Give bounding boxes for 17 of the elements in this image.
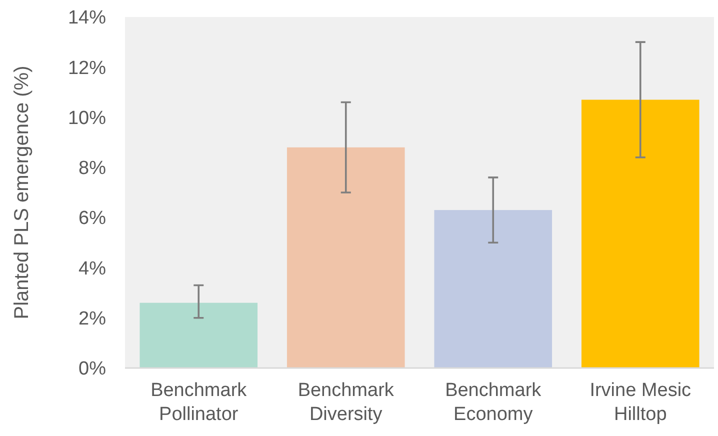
y-tick-label: 14% bbox=[68, 8, 106, 29]
y-tick-label: 2% bbox=[78, 308, 106, 330]
bar bbox=[140, 302, 258, 368]
y-axis-title: Planted PLS emergence (%) bbox=[11, 66, 33, 320]
x-tick-label: Benchmark Diversity bbox=[298, 380, 394, 425]
y-tick-label: 0% bbox=[78, 358, 106, 380]
bar bbox=[581, 100, 700, 368]
x-tick-label: Benchmark Pollinator bbox=[150, 380, 248, 425]
y-tick-label: 10% bbox=[68, 108, 106, 129]
x-tick-label: Benchmark Economy bbox=[445, 380, 542, 425]
bar bbox=[286, 147, 405, 368]
bar bbox=[434, 210, 552, 368]
x-tick-label: Irvine Mesic Hilltop bbox=[590, 380, 692, 425]
y-tick-label: 8% bbox=[78, 158, 106, 180]
y-tick-label: 4% bbox=[78, 258, 106, 280]
y-tick-label: 6% bbox=[78, 208, 106, 230]
y-tick-label: 12% bbox=[68, 58, 106, 79]
